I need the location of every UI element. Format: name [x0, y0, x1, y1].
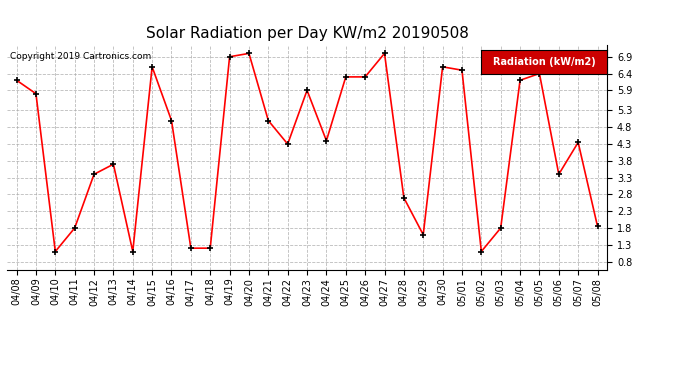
Title: Solar Radiation per Day KW/m2 20190508: Solar Radiation per Day KW/m2 20190508: [146, 26, 469, 41]
Text: Copyright 2019 Cartronics.com: Copyright 2019 Cartronics.com: [10, 52, 151, 61]
